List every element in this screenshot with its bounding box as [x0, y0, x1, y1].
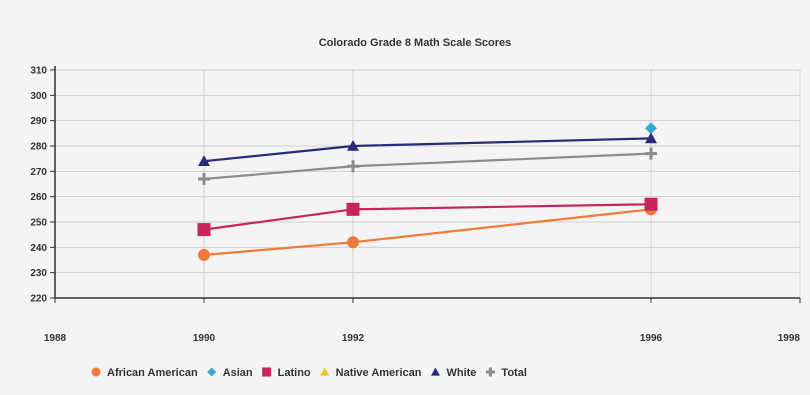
- legend-item-african-american: African American: [91, 367, 198, 379]
- legend-label-african-american: African American: [107, 367, 198, 379]
- legend-marker-total-v: [488, 367, 492, 377]
- legend-label-latino: Latino: [278, 367, 311, 379]
- x-tick-label: 1996: [640, 333, 663, 344]
- series-latino: [197, 197, 658, 237]
- legend-label-total: Total: [501, 367, 526, 379]
- data-point-total: [198, 172, 210, 185]
- legend-marker-native-american: [320, 367, 330, 376]
- chart-title: Colorado Grade 8 Math Scale Scores: [319, 37, 512, 49]
- series-white: [198, 132, 657, 166]
- y-tick-label: 250: [30, 218, 47, 229]
- x-tick-label: 1990: [193, 333, 216, 344]
- series-line-total: [203, 152, 652, 181]
- x-tick-label: 1988: [44, 333, 67, 344]
- y-tick-label: 260: [30, 192, 47, 203]
- y-tick-label: 270: [30, 167, 47, 178]
- y-tick-label: 300: [30, 91, 47, 102]
- data-point-white: [645, 132, 657, 144]
- legend-label-native-american: Native American: [336, 367, 422, 379]
- x-tick-label: 1992: [342, 333, 365, 344]
- legend-item-white: White: [430, 367, 476, 379]
- axis-layer: 220 230 240 250 260 270 280 290 300 310 1988 1990 19…: [30, 66, 801, 344]
- series-total: [198, 147, 657, 185]
- legend-label-white: White: [446, 367, 476, 379]
- legend-item-native-american: Native American: [320, 367, 422, 379]
- data-point-total: [645, 147, 657, 160]
- legend-marker-latino: [262, 367, 272, 377]
- legend-item-asian: Asian: [207, 367, 253, 379]
- data-point-latino: [197, 223, 211, 237]
- series-african-american: [198, 203, 657, 261]
- data-point-white: [198, 155, 210, 166]
- data-point-total-v: [649, 147, 653, 160]
- legend-item-total: Total: [485, 367, 527, 379]
- legend-marker-african-american: [91, 367, 101, 377]
- series-layer: [197, 122, 658, 261]
- data-point-asian: [645, 122, 657, 135]
- y-tick-label: 310: [30, 66, 47, 77]
- data-point-latino: [644, 197, 658, 211]
- series-line-african-american: [203, 208, 652, 257]
- legend-marker-total: [485, 367, 495, 377]
- x-tick-label: 1998: [778, 333, 801, 344]
- y-tick-label: 280: [30, 142, 47, 153]
- data-point-white: [347, 140, 359, 151]
- data-point-latino: [346, 202, 360, 216]
- series-asian: [645, 122, 657, 135]
- data-point-african-american: [347, 236, 359, 249]
- y-tick-label: 240: [30, 243, 47, 254]
- data-point-total-v: [351, 160, 355, 173]
- legend-marker-asian: [207, 367, 217, 377]
- y-tick-label: 230: [30, 268, 47, 279]
- legend-item-latino: Latino: [262, 367, 311, 379]
- grid-layer: [54, 69, 801, 299]
- y-tick-label: 290: [30, 116, 47, 127]
- legend-label-asian: Asian: [223, 367, 253, 379]
- legend-marker-white: [430, 367, 440, 376]
- series-line-white: [203, 137, 652, 163]
- data-point-total: [347, 160, 359, 173]
- legend: African American Asian Latino Native Americ…: [91, 367, 527, 379]
- y-tick-label: 220: [30, 294, 47, 305]
- data-point-african-american: [198, 248, 210, 261]
- data-point-total-v: [202, 172, 206, 185]
